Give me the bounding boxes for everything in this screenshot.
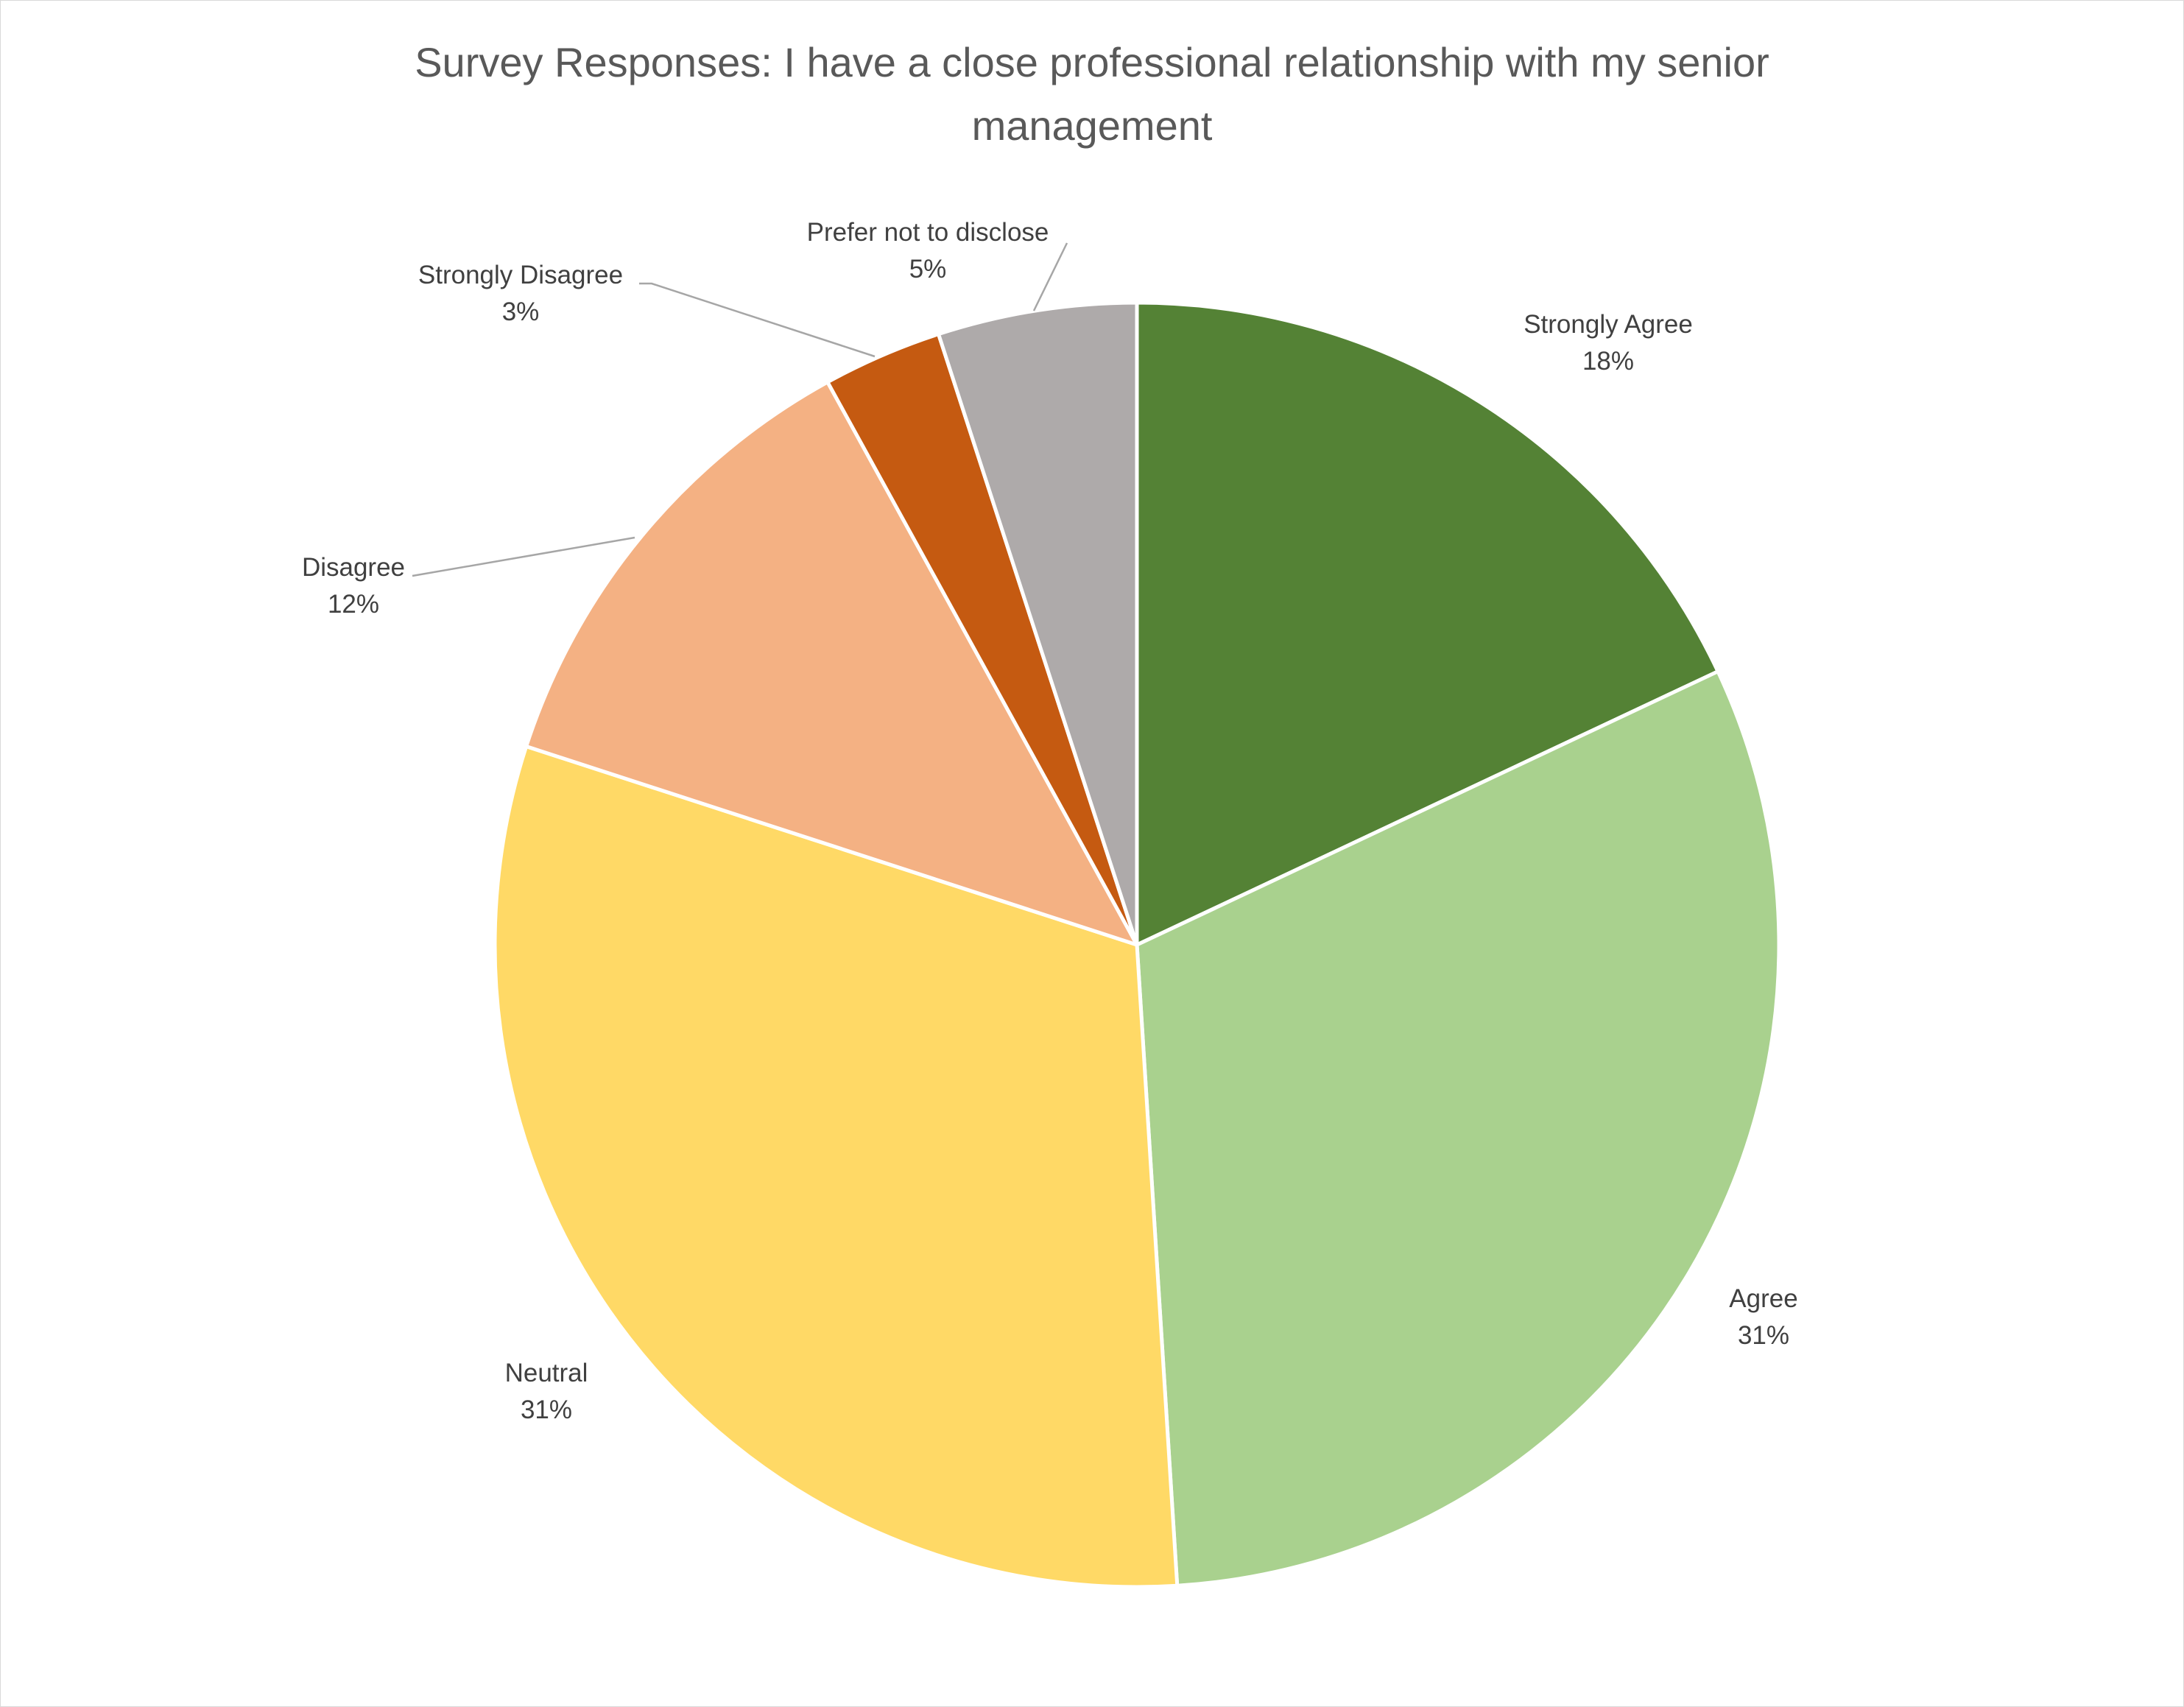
chart-title-line-2: management (972, 102, 1213, 149)
data-label-percent-agree: 31% (1738, 1321, 1789, 1350)
data-label-name-prefer-not-to-disclose: Prefer not to disclose (807, 218, 1049, 247)
pie-slices (493, 300, 1781, 1589)
pie-slice-strongly-agree (1135, 300, 1720, 947)
data-label-name-strongly-agree: Strongly Agree (1523, 310, 1693, 339)
pie-slice-agree (1135, 669, 1781, 1588)
data-label-percent-strongly-disagree: 3% (502, 298, 540, 326)
data-label-name-neutral: Neutral (505, 1359, 588, 1387)
leader-lines (412, 242, 1068, 577)
chart-title-line-1: Survey Responses: I have a close profess… (415, 39, 1769, 85)
pie-slice-disagree (524, 380, 1139, 947)
data-labels: Strongly Agree 18% Agree 31% Neutral 31% Disag… (302, 218, 1798, 1424)
data-label-percent-strongly-agree: 18% (1582, 347, 1634, 376)
data-label-percent-neutral: 31% (521, 1395, 572, 1424)
leader-line-disagree (412, 536, 635, 577)
leader-line-strongly-disagree (639, 282, 876, 358)
data-label-name-disagree: Disagree (302, 553, 405, 582)
data-label-percent-prefer-not-to-disclose: 5% (909, 255, 947, 284)
pie-slice-prefer-not-to-disclose (937, 300, 1139, 947)
data-label-name-agree: Agree (1729, 1284, 1797, 1313)
data-label-percent-disagree: 12% (328, 590, 379, 619)
pie-slice-neutral (493, 745, 1180, 1589)
leader-line-prefer-not-to-disclose (1032, 242, 1068, 312)
data-label-name-strongly-disagree: Strongly Disagree (418, 261, 623, 289)
